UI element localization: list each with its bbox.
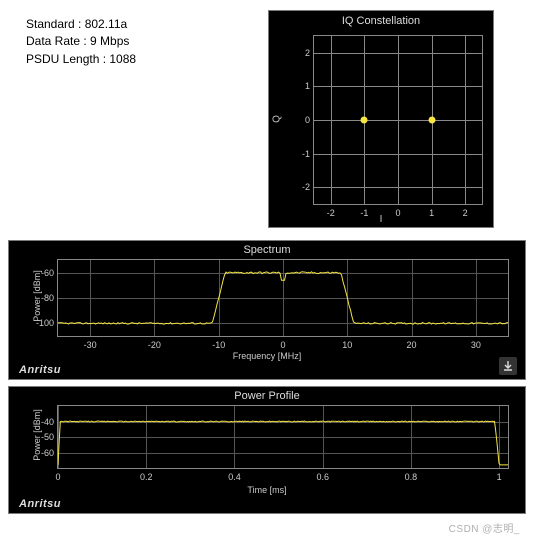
iq-xtick: -1 <box>360 208 368 218</box>
download-icon[interactable] <box>499 357 517 375</box>
ytick: -50 <box>30 432 54 442</box>
spectrum-title: Spectrum <box>243 244 290 256</box>
iq-ytick: -1 <box>290 149 310 159</box>
standard-label: Standard : 802.11a <box>26 16 268 33</box>
power-profile-panel: Power Profile Power [dBm] 00.20.40.60.81… <box>8 386 526 514</box>
ytick: -100 <box>30 318 54 328</box>
iq-xtick: 2 <box>463 208 468 218</box>
iq-ylabel: Q <box>271 115 282 123</box>
spectrum-brand: Anritsu <box>19 364 61 376</box>
power-xlabel: Time [ms] <box>247 485 286 495</box>
xtick: -30 <box>84 340 97 350</box>
iq-point <box>428 117 435 124</box>
xtick: 0.4 <box>228 472 241 482</box>
data-rate-label: Data Rate : 9 Mbps <box>26 33 268 50</box>
xtick: 0 <box>55 472 60 482</box>
info-block: Standard : 802.11a Data Rate : 9 Mbps PS… <box>8 10 268 228</box>
iq-constellation-panel: IQ Constellation Q -2-1012-2-1012 I <box>268 10 494 228</box>
watermark: CSDN @志明_ <box>449 520 520 535</box>
ytick: -60 <box>30 448 54 458</box>
xtick: 0.2 <box>140 472 153 482</box>
iq-xlabel: I <box>380 214 383 225</box>
spectrum-xlabel: Frequency [MHz] <box>233 351 302 361</box>
xtick: -20 <box>148 340 161 350</box>
psdu-label: PSDU Length : 1088 <box>26 51 268 68</box>
xtick: 1 <box>497 472 502 482</box>
ytick: -40 <box>30 417 54 427</box>
iq-xtick: 1 <box>429 208 434 218</box>
power-title: Power Profile <box>234 390 299 402</box>
xtick: 30 <box>471 340 481 350</box>
iq-plot-area: -2-1012-2-1012 <box>313 35 483 205</box>
iq-xtick: -2 <box>327 208 335 218</box>
iq-point <box>361 117 368 124</box>
ytick: -60 <box>30 268 54 278</box>
xtick: 0 <box>280 340 285 350</box>
ytick: -80 <box>30 293 54 303</box>
xtick: -10 <box>212 340 225 350</box>
spectrum-panel: Spectrum Power [dBm] -30-20-100102030-10… <box>8 240 526 380</box>
spectrum-plot-area: -30-20-100102030-100-80-60 <box>57 259 509 337</box>
iq-ytick: -2 <box>290 182 310 192</box>
iq-xtick: 0 <box>395 208 400 218</box>
xtick: 0.6 <box>316 472 329 482</box>
iq-ytick: 0 <box>290 115 310 125</box>
power-brand: Anritsu <box>19 498 61 510</box>
power-plot-area: 00.20.40.60.81-60-50-40 <box>57 405 509 469</box>
iq-ytick: 1 <box>290 81 310 91</box>
iq-title: IQ Constellation <box>269 11 493 27</box>
xtick: 20 <box>407 340 417 350</box>
xtick: 10 <box>342 340 352 350</box>
iq-ytick: 2 <box>290 48 310 58</box>
xtick: 0.8 <box>405 472 418 482</box>
